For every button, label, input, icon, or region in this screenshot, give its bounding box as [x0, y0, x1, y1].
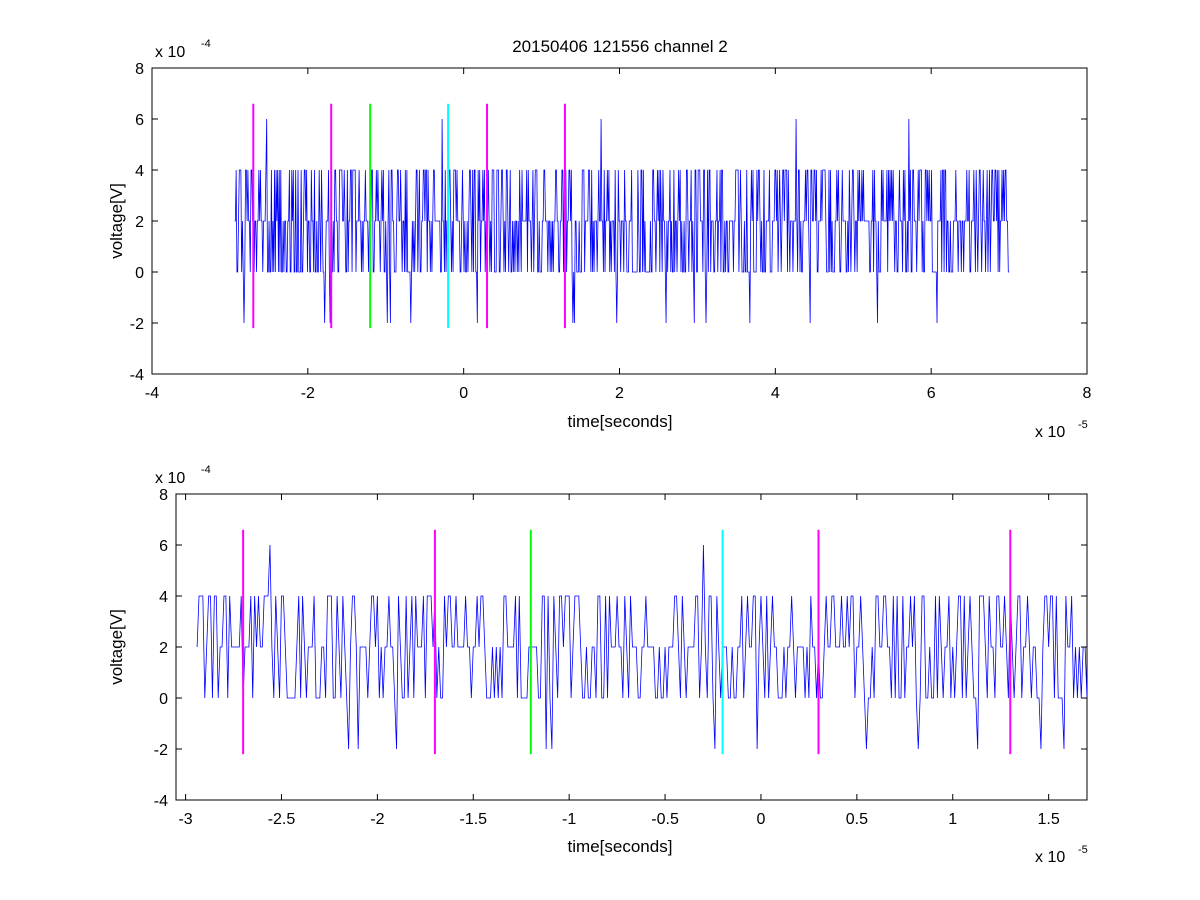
- top-plot-y-exponent-power: -4: [201, 38, 211, 50]
- signal-trace: [234, 118, 1010, 324]
- y-tick-label: -2: [154, 742, 168, 759]
- signal-trace: [196, 544, 1088, 750]
- bottom-plot-content: [196, 529, 1088, 755]
- x-tick-label: -2.5: [268, 811, 296, 828]
- y-tick-label: -4: [154, 793, 168, 810]
- y-tick-label: -2: [130, 316, 144, 333]
- y-tick-label: 0: [159, 691, 168, 708]
- top-plot-y-exponent-base: x 10: [155, 44, 185, 61]
- y-tick-label: -4: [130, 367, 144, 384]
- y-tick-label: 0: [135, 265, 144, 282]
- top-plot: -4 -2 0 2 4 6 8 -4 -2 0 2 4 6 8 x 10 -4 x 10 -5 time[…: [107, 38, 1092, 441]
- bottom-plot-ylabel: voltage[V]: [107, 609, 126, 685]
- figure-title: 20150406 121556 channel 2: [512, 37, 728, 56]
- bottom-plot: -3 -2.5 -2 -1.5 -1 -0.5 0 0.5 1 1.5 -4 -2 0 2 4 6 8 x 10…: [107, 464, 1088, 866]
- x-tick-label: -2: [370, 811, 384, 828]
- y-tick-label: 6: [159, 538, 168, 555]
- x-tick-label: 0: [459, 385, 468, 402]
- x-tick-label: -2: [301, 385, 315, 402]
- bottom-plot-x-exponent-base: x 10: [1035, 849, 1065, 866]
- bottom-plot-y-exponent-power: -4: [201, 464, 211, 476]
- x-tick-label: -4: [145, 385, 159, 402]
- top-plot-x-exponent-power: -5: [1078, 419, 1088, 431]
- top-plot-x-exponent-base: x 10: [1035, 424, 1065, 441]
- y-tick-label: 8: [159, 487, 168, 504]
- y-tick-label: 4: [159, 589, 168, 606]
- x-tick-label: 8: [1083, 385, 1092, 402]
- bottom-plot-ticks: -3 -2.5 -2 -1.5 -1 -0.5 0 0.5 1 1.5 -4 -2 0 2 4 6 8: [154, 487, 1087, 828]
- x-tick-label: 4: [771, 385, 780, 402]
- y-tick-label: 4: [135, 163, 144, 180]
- x-tick-label: -3: [178, 811, 192, 828]
- x-tick-label: -1: [562, 811, 576, 828]
- top-plot-ylabel: voltage[V]: [107, 183, 126, 259]
- x-tick-label: 0.5: [846, 811, 868, 828]
- y-tick-label: 2: [135, 214, 144, 231]
- top-plot-content: [234, 103, 1010, 329]
- y-tick-label: 6: [135, 112, 144, 129]
- top-plot-xlabel: time[seconds]: [568, 412, 673, 431]
- x-tick-label: 6: [927, 385, 936, 402]
- bottom-plot-xlabel: time[seconds]: [568, 837, 673, 856]
- x-tick-label: 1.5: [1038, 811, 1060, 828]
- top-plot-ticks: -4 -2 0 2 4 6 8 -4 -2 0 2 4 6 8: [130, 61, 1092, 402]
- bottom-plot-y-exponent-base: x 10: [155, 470, 185, 487]
- x-tick-label: 1: [948, 811, 957, 828]
- x-tick-label: -1.5: [459, 811, 487, 828]
- x-tick-label: 2: [615, 385, 624, 402]
- x-tick-label: 0: [757, 811, 766, 828]
- y-tick-label: 2: [159, 640, 168, 657]
- x-tick-label: -0.5: [651, 811, 679, 828]
- bottom-plot-x-exponent-power: -5: [1078, 844, 1088, 856]
- y-tick-label: 8: [135, 61, 144, 78]
